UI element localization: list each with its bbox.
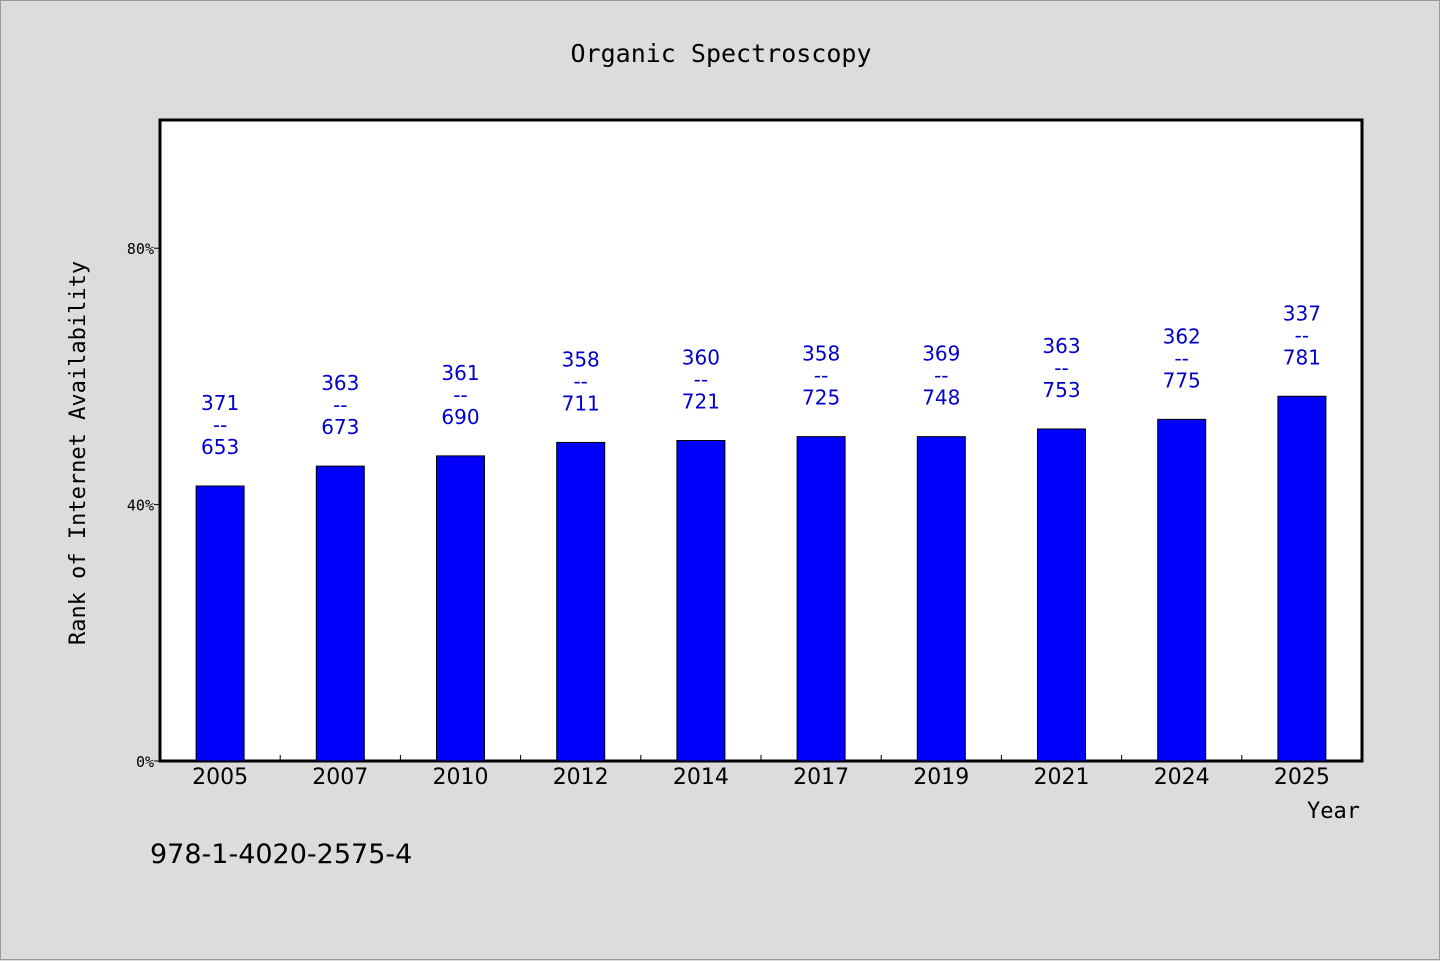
data-label: -- bbox=[213, 413, 227, 437]
data-label: 753 bbox=[1042, 378, 1080, 402]
data-label: -- bbox=[1054, 356, 1068, 380]
x-axis: 2005 2007 2010 2012 2014 2017 2019 2021 2024 2025 bbox=[192, 755, 1330, 790]
data-label: -- bbox=[694, 368, 708, 392]
data-label: 362 bbox=[1163, 324, 1201, 348]
bar bbox=[1277, 395, 1327, 762]
data-label: 725 bbox=[802, 386, 840, 410]
x-tick-label: 2005 bbox=[192, 765, 248, 790]
y-tick-label: 80% bbox=[127, 240, 154, 258]
x-tick-label: 2024 bbox=[1154, 765, 1210, 790]
data-label: 369 bbox=[922, 342, 960, 366]
data-label: 358 bbox=[562, 347, 600, 371]
data-label: 673 bbox=[321, 415, 359, 439]
data-label: -- bbox=[453, 383, 467, 407]
bar bbox=[556, 441, 606, 762]
y-axis-label: Rank of Internet Availability bbox=[66, 261, 91, 645]
data-label: 721 bbox=[682, 390, 720, 414]
bar-labels: 371--653363--673361--690358--711360--721… bbox=[201, 301, 1321, 459]
data-label: 363 bbox=[1042, 334, 1080, 358]
x-axis-label: Year bbox=[1307, 799, 1360, 824]
data-label: 361 bbox=[441, 361, 479, 385]
footer-code: 978-1-4020-2575-4 bbox=[150, 839, 412, 870]
bar bbox=[1037, 428, 1086, 762]
data-label: 371 bbox=[201, 391, 239, 415]
data-label: -- bbox=[1295, 323, 1309, 347]
bar bbox=[676, 440, 726, 762]
x-tick-label: 2025 bbox=[1274, 765, 1330, 790]
bar bbox=[1157, 418, 1207, 762]
data-label: 711 bbox=[562, 391, 600, 415]
bars bbox=[195, 395, 1327, 762]
y-axis: 0% 40% 80% bbox=[127, 240, 160, 771]
data-label: 775 bbox=[1163, 368, 1201, 392]
data-label: 337 bbox=[1283, 301, 1321, 325]
x-tick-label: 2010 bbox=[433, 765, 489, 790]
data-label: 363 bbox=[321, 371, 359, 395]
data-label: -- bbox=[1174, 346, 1188, 370]
data-label: -- bbox=[333, 393, 347, 417]
chart-title: Organic Spectroscopy bbox=[570, 39, 871, 68]
x-tick-label: 2017 bbox=[793, 765, 849, 790]
data-label: 653 bbox=[201, 435, 239, 459]
data-label: 360 bbox=[682, 346, 720, 370]
y-tick-label: 0% bbox=[136, 753, 154, 771]
bar bbox=[315, 465, 365, 762]
bar bbox=[436, 455, 485, 762]
y-tick-label: 40% bbox=[127, 497, 154, 515]
data-label: 748 bbox=[922, 386, 960, 410]
x-tick-label: 2012 bbox=[553, 765, 609, 790]
bar bbox=[916, 436, 966, 762]
bar bbox=[796, 436, 846, 762]
data-label: 690 bbox=[441, 405, 479, 429]
bar bbox=[195, 485, 245, 762]
x-tick-label: 2007 bbox=[312, 765, 368, 790]
x-tick-label: 2021 bbox=[1034, 765, 1090, 790]
data-label: -- bbox=[573, 369, 587, 393]
x-tick-label: 2019 bbox=[913, 765, 969, 790]
data-label: 781 bbox=[1283, 345, 1321, 369]
data-label: 358 bbox=[802, 342, 840, 366]
data-label: -- bbox=[814, 364, 828, 388]
x-tick-label: 2014 bbox=[673, 765, 729, 790]
data-label: -- bbox=[934, 364, 948, 388]
